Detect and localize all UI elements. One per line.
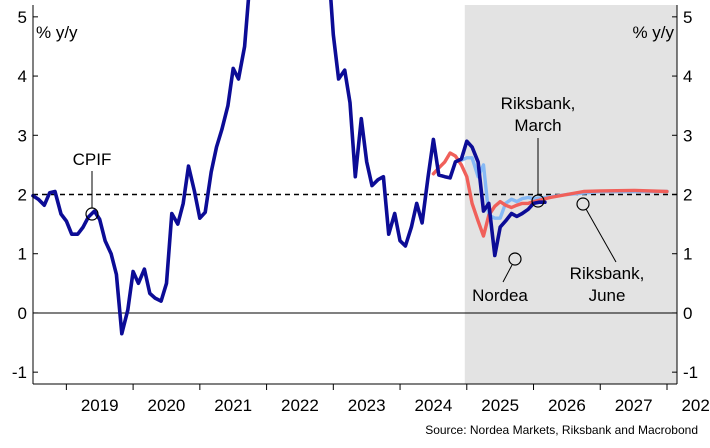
x-tick-label: 2026 <box>548 396 586 415</box>
annotation-nordea-leader <box>502 264 513 283</box>
annotation-cpif: CPIF <box>73 150 112 169</box>
x-tick-label: 2019 <box>81 396 119 415</box>
annotation-cpif-marker <box>85 207 99 221</box>
y-tick-label-right: 5 <box>683 8 692 27</box>
annotation-riksbank-march-line2: March <box>514 116 561 135</box>
annotation-riksbank-june-leader <box>585 208 617 263</box>
series-line-riksbank-june <box>431 151 669 238</box>
axis-frame <box>32 5 678 385</box>
y-tick-label-left: 2 <box>18 186 27 205</box>
y-tick-label-left: 4 <box>18 67 27 86</box>
x-tick-label: 2028 <box>681 396 710 415</box>
source-note: Source: Nordea Markets, Riksbank and Mac… <box>425 423 698 437</box>
y-tick-label-right: -1 <box>683 363 698 382</box>
annotation-riksbank-march-line1: Riksbank, <box>501 94 576 113</box>
annotation-nordea: Nordea <box>472 286 528 305</box>
y-axis-left: -1 0 1 2 3 4 5 <box>12 8 38 382</box>
y-tick-label-left: 1 <box>18 245 27 264</box>
y-tick-label-left: 0 <box>18 304 27 323</box>
x-tick-label: 2020 <box>148 396 186 415</box>
annotation-riksbank-june-marker <box>576 197 590 211</box>
annotation-nordea-marker <box>508 252 522 266</box>
x-axis: 2019 2020 2021 2022 2023 2024 2025 2026 2027 2028 <box>65 384 710 415</box>
annotation-riksbank-june-line1: Riksbank, <box>570 264 645 283</box>
x-tick-label: 2025 <box>481 396 519 415</box>
y-tick-label-right: 4 <box>683 67 692 86</box>
x-tick-label: 2022 <box>281 396 319 415</box>
series-line-cpif <box>31 0 547 336</box>
y-tick-label-right: 1 <box>683 245 692 264</box>
unit-label-right: % y/y <box>632 23 674 42</box>
y-axis-right: -1 0 1 2 3 4 5 <box>672 8 698 382</box>
x-tick-label: 2023 <box>348 396 386 415</box>
x-tick-label: 2027 <box>615 396 653 415</box>
annotation-riksbank-june-line2: June <box>589 286 626 305</box>
x-tick-label: 2021 <box>214 396 252 415</box>
series-group <box>31 0 669 336</box>
annotation-riksbank-march-marker <box>531 194 545 208</box>
unit-label-left: % y/y <box>36 23 78 42</box>
y-tick-label-left: 3 <box>18 126 27 145</box>
y-tick-label-left: -1 <box>12 363 27 382</box>
y-tick-label-right: 2 <box>683 186 692 205</box>
y-tick-label-left: 5 <box>18 8 27 27</box>
x-tick-label: 2024 <box>415 396 453 415</box>
y-tick-label-right: 3 <box>683 126 692 145</box>
y-tick-label-right: 0 <box>683 304 692 323</box>
